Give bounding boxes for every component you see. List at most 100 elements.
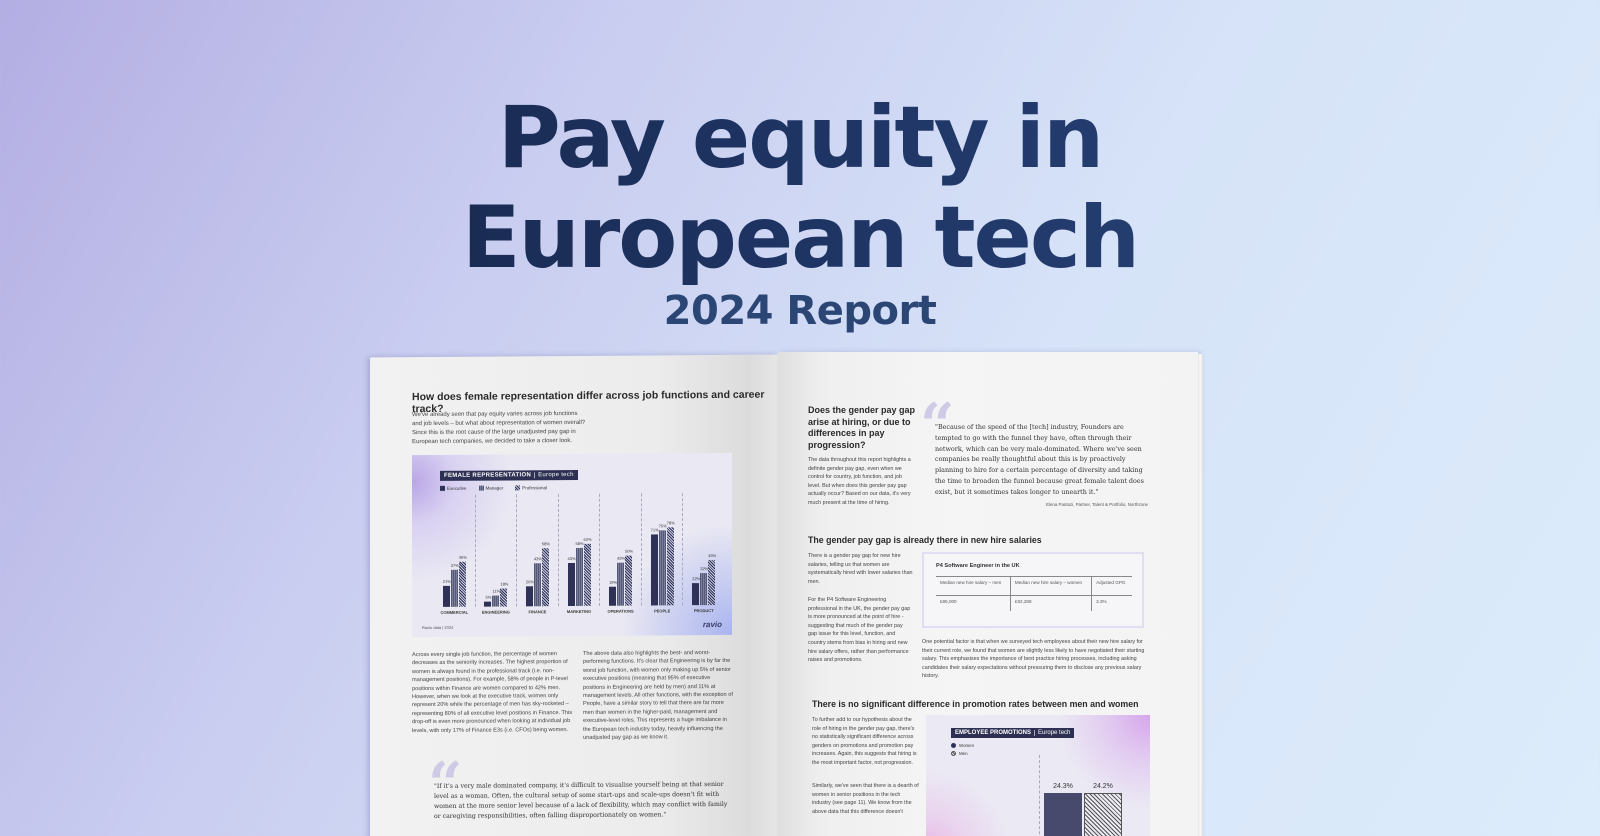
chart-footer: Ravio data | 2024 [422,624,454,631]
chart-bar-groups: 21% 37% 45% COMMERCIAL 5% 11% 18% ENGINEERING 20… [434,492,725,615]
chart-bar: 71% [651,527,659,606]
table-header: Median new hire salary – men [936,576,1011,596]
right-page-para-2: There is a gender pay gap for new hire s… [808,553,913,585]
legend-professional: Professional [515,485,547,491]
legend-label: Executive [447,485,467,491]
right-page-para-1: The data throughout this report highligh… [808,457,911,506]
bar-value-label: 45% [458,554,467,560]
chart-bars: 19% 43% 50% [600,494,641,606]
table-header: Median new hire salary – women [1009,576,1092,596]
legend-women: Women [951,742,974,750]
chart-bar: 75% [659,523,667,606]
chart-bars: 43% 58% 62% [559,494,600,607]
right-page-heading-3: There is no significant difference in pr… [812,699,1139,709]
new-hire-salary-table: Median new hire salary – men Median new … [936,576,1132,611]
chart-bars: 71% 75% 78% [642,493,683,606]
chart-bar: 19% [609,580,617,606]
legend-dot-icon [951,743,956,749]
chart-bar: 43% [534,556,542,607]
bar-value-label: 50% [625,548,634,554]
table-title: P4 Software Engineer in the UK [936,563,1020,569]
promo-title-sub: Europe tech [1034,730,1070,736]
quote-attribution: Elena Pantazi, Partner, Talent & Portfol… [1046,502,1148,507]
left-page-column-1: Across every single job function, the pe… [412,651,573,734]
promo-bar [1044,792,1082,836]
chart-title-sub: Europe tech [534,472,574,479]
page-edge [1198,354,1203,836]
chart-bar: 22% [692,576,700,606]
category-label: MARKETING [566,608,592,615]
chart-bars: 20% 43% 58% [517,494,558,607]
chart-group: 43% 58% 62% MARKETING [557,493,600,614]
table-cell: £82,288 [1009,595,1092,611]
chart-bars: 21% 37% 45% [434,495,475,607]
promo-divider [1039,755,1040,836]
report-magazine: How does female representation differ ac… [370,352,1205,836]
chart-bar: 43% [617,556,625,606]
hero-title: Pay equity in European tech [0,88,1600,288]
bar-value-label: 58% [541,541,550,547]
promo-legend: Women Men [951,742,974,758]
quote-mark-icon: “ [920,391,955,461]
chart-title: FEMALE REPRESENTATION Europe tech [440,469,578,481]
left-page: How does female representation differ ac… [370,354,778,836]
legend-men: Men [951,750,974,758]
chart-bar: 78% [667,520,675,606]
legend-dot-icon [951,751,956,757]
chart-bars: 5% 11% 18% [476,494,517,607]
table-cell: 3.3% [1091,595,1132,611]
bar-value-label: 45% [708,553,717,559]
new-hire-salary-table-box: P4 Software Engineer in the UK Median ne… [922,552,1144,628]
right-page-para-5: To further add to our hypothesis about t… [812,717,917,766]
employee-promotions-chart: EMPLOYEE PROMOTIONS Europe tech Women Me… [926,715,1150,836]
promo-chart-title: EMPLOYEE PROMOTIONS Europe tech [951,728,1075,738]
chart-bar: 18% [500,581,508,607]
chart-bar: 20% [526,579,534,607]
legend-swatch-icon [478,485,484,491]
chart-bars: 22% 32% 45% [683,493,724,606]
right-page: Does the gender pay gap arise at hiring,… [778,352,1198,836]
chart-bar: 5% [484,595,492,607]
legend-swatch-icon [515,485,521,491]
table-header-row: Median new hire salary – men Median new … [936,576,1132,596]
bar-value-label: 62% [583,536,592,542]
ravio-logo: ravio [702,619,722,630]
chart-bar: 11% [492,589,500,607]
legend-label: Women [959,743,975,748]
right-page-heading-2: The gender pay gap is already there in n… [808,535,1042,545]
legend-executive: Executive [440,485,467,492]
chart-bar: 43% [568,556,576,607]
table-header: Adjusted GPG [1091,576,1132,596]
legend-manager: Manager [478,485,503,491]
category-label: FINANCE [528,609,547,615]
chart-bar: 50% [625,549,633,606]
promo-title-main: EMPLOYEE PROMOTIONS [955,730,1032,736]
legend-label: Professional [522,485,548,491]
hero-title-line2: European tech [461,188,1139,288]
left-page-quote: "If it's a very male dominated company, … [434,780,728,820]
chart-title-main: FEMALE REPRESENTATION [444,472,532,479]
legend-swatch-icon [440,486,445,492]
chart-group: 21% 37% 45% COMMERCIAL [434,495,475,615]
category-label: OPERATIONS [607,608,634,614]
table-row: £85,000 £82,288 3.3% [936,595,1132,611]
chart-legend: Executive Manager Professional [440,485,547,492]
chart-bar: 58% [542,541,550,607]
right-page-para-3: For the P4 Software Engineering professi… [808,597,911,664]
right-page-quote: "Because of the speed of the [tech] indu… [935,423,1144,496]
right-page-heading-1: Does the gender pay gap arise at hiring,… [808,405,916,450]
chart-bar: 45% [708,553,716,606]
hero-subtitle: 2024 Report [663,288,937,334]
category-label: ENGINEERING [481,609,510,615]
table-cell: £85,000 [940,599,957,604]
bar-value-label: 18% [500,581,509,587]
category-label: PEOPLE [654,608,671,614]
bar-value-label: 78% [666,520,675,526]
right-page-para-4: One potential factor is that when we sur… [922,639,1145,680]
chart-group: 22% 32% 45% PRODUCT [682,492,725,613]
chart-group: 71% 75% 78% PEOPLE [640,493,683,613]
chart-bar: 58% [576,541,584,606]
chart-group: 19% 43% 50% OPERATIONS [599,493,641,614]
female-representation-chart: FEMALE REPRESENTATION Europe tech Execut… [412,452,732,638]
category-label: PRODUCT [693,608,714,614]
